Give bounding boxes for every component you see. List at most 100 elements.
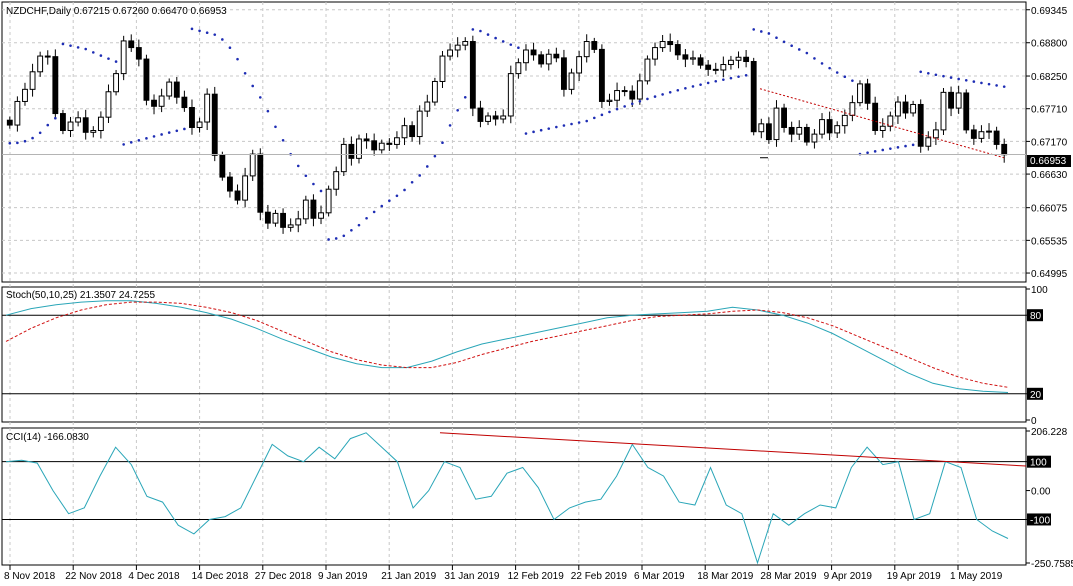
psar-dot xyxy=(175,129,179,133)
candle xyxy=(105,84,112,123)
cci-line xyxy=(5,432,1009,565)
psar-dot xyxy=(243,71,247,75)
psar-dot xyxy=(304,174,308,178)
candle-body xyxy=(591,41,598,50)
psar-dot xyxy=(16,141,19,145)
candle xyxy=(128,34,135,52)
stoch-panel xyxy=(1,286,1027,423)
candle-body xyxy=(211,93,218,156)
candle xyxy=(242,167,249,208)
psar-dot xyxy=(608,110,611,114)
candle xyxy=(970,124,977,145)
psar-dot xyxy=(198,29,201,33)
candle-body xyxy=(75,117,82,123)
psar-dot xyxy=(714,79,718,83)
candle-body xyxy=(879,125,886,132)
candle xyxy=(447,43,453,61)
candle-body xyxy=(469,41,476,109)
candle xyxy=(879,118,886,138)
candle-body xyxy=(765,123,772,141)
stoch-title: Stoch(50,10,25) 21.3507 24.7255 xyxy=(6,290,155,301)
candle xyxy=(135,39,142,67)
cci-level-label: 100 xyxy=(1030,458,1047,469)
candle-body xyxy=(52,56,59,115)
candle xyxy=(940,88,947,135)
stoch-main-line xyxy=(5,300,1009,393)
candle-body xyxy=(895,101,901,117)
candle xyxy=(454,37,461,58)
psar-dot xyxy=(319,189,323,193)
psar-dot xyxy=(463,95,467,99)
candle xyxy=(993,126,1000,150)
candle-body xyxy=(60,113,66,132)
candle xyxy=(52,49,59,120)
psar-dot xyxy=(926,71,930,75)
candle xyxy=(409,121,416,142)
psar-dot xyxy=(919,70,923,74)
psar-dot xyxy=(562,124,566,127)
candle xyxy=(811,129,818,149)
candle xyxy=(667,33,674,52)
candle-body xyxy=(644,58,651,82)
candle xyxy=(735,51,742,69)
psar-dot xyxy=(752,28,756,31)
candle-body xyxy=(287,224,294,228)
candle-body xyxy=(523,49,529,64)
cci-level-badge xyxy=(1027,513,1051,526)
candle xyxy=(895,96,901,124)
psar-dot xyxy=(494,36,497,40)
psar-dot xyxy=(646,97,649,101)
psar-dot xyxy=(828,66,831,70)
candle xyxy=(788,121,795,143)
candle-body xyxy=(826,119,833,134)
candle xyxy=(272,209,279,227)
psar-dot xyxy=(486,33,490,36)
psar-dot xyxy=(433,154,437,158)
cci-title: CCI(14) -166.0830 xyxy=(6,432,89,443)
psar-dot xyxy=(31,136,34,140)
psar-dot xyxy=(509,43,513,46)
x-tick-label: 19 Apr 2019 xyxy=(887,571,941,582)
psar-dot xyxy=(532,130,535,134)
psar-dot xyxy=(425,165,429,168)
candle-body xyxy=(424,101,431,112)
psar-dot xyxy=(365,216,368,220)
psar-dot xyxy=(600,113,604,117)
candle xyxy=(348,136,355,166)
candle-body xyxy=(553,53,560,59)
candle-body xyxy=(249,153,256,177)
candle xyxy=(857,80,863,107)
candle xyxy=(758,118,765,139)
candle-body xyxy=(22,88,28,102)
psar-dot xyxy=(167,131,171,134)
psar-dot xyxy=(479,29,482,33)
psar-dot xyxy=(942,74,945,78)
candle-body xyxy=(356,138,362,159)
psar-dot xyxy=(797,48,801,51)
candle-body xyxy=(14,100,21,126)
psar-dot xyxy=(334,237,338,240)
cci-y-label: 0.00 xyxy=(1031,487,1051,498)
candle xyxy=(143,54,150,106)
candle-body xyxy=(409,125,416,138)
candle xyxy=(257,148,264,221)
candle-body xyxy=(477,107,484,122)
candle-body xyxy=(272,212,279,224)
candle-body xyxy=(811,133,818,143)
candle-body xyxy=(500,115,507,120)
candle-body xyxy=(44,55,51,58)
stoch-level-label: 80 xyxy=(1030,311,1042,322)
candle xyxy=(583,34,590,63)
psar-dot xyxy=(76,46,80,49)
y-tick-label: 0.64995 xyxy=(1031,269,1068,280)
stoch-y-label: 0 xyxy=(1031,416,1037,427)
psar-dot xyxy=(820,62,824,65)
candle-body xyxy=(219,154,226,178)
psar-dot xyxy=(524,132,528,135)
candle xyxy=(356,134,362,164)
psar-dot xyxy=(61,42,65,46)
candle-body xyxy=(583,41,590,58)
candle xyxy=(6,116,13,129)
psar-dot xyxy=(258,96,262,99)
cci-level-label: -100 xyxy=(1030,515,1050,526)
